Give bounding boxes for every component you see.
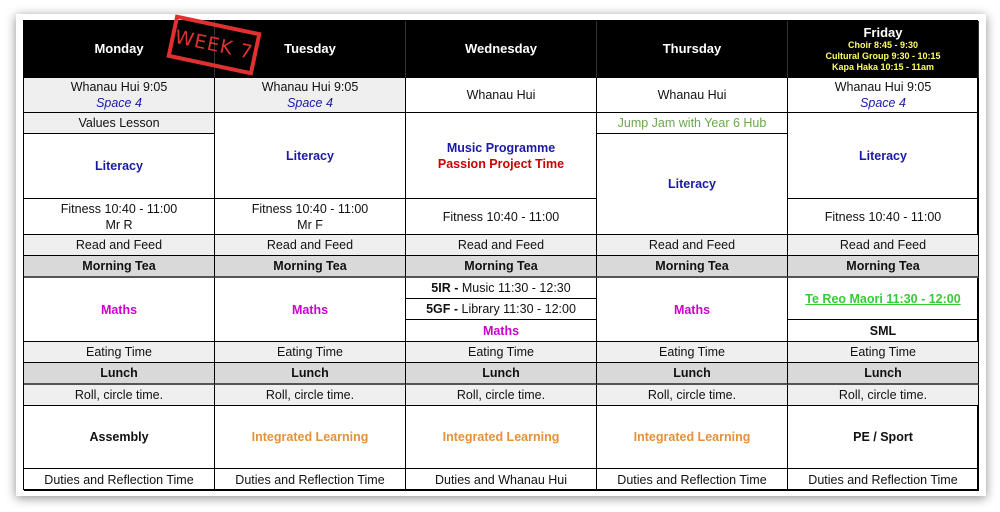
thu-duties: Duties and Reflection Time <box>597 469 788 491</box>
tue-integrated: Integrated Learning <box>215 406 406 469</box>
fri-read: Read and Feed <box>788 235 979 256</box>
fri-pe-sport: PE / Sport <box>788 406 979 469</box>
space-label: Space 4 <box>96 96 142 110</box>
wed-5gf: 5GF - Library 11:30 - 12:00 <box>406 299 597 320</box>
thu-whanau: Whanau Hui <box>597 78 788 113</box>
fri-sml: SML <box>788 320 979 342</box>
header-thursday: Thursday <box>597 21 788 78</box>
whanau-label: Whanau Hui 9:05 <box>834 80 932 94</box>
tue-eating: Eating Time <box>215 342 406 363</box>
thu-lunch: Lunch <box>597 363 788 385</box>
class-code: 5GF - <box>426 302 459 316</box>
thu-roll: Roll, circle time. <box>597 385 788 406</box>
tue-literacy: Literacy <box>215 113 406 199</box>
fri-roll: Roll, circle time. <box>788 385 979 406</box>
mon-assembly: Assembly <box>24 406 215 469</box>
mon-roll: Roll, circle time. <box>24 385 215 406</box>
class-activity: Library 11:30 - 12:00 <box>458 302 576 316</box>
fri-duties: Duties and Reflection Time <box>788 469 979 491</box>
wed-lunch: Lunch <box>406 363 597 385</box>
tue-read: Read and Feed <box>215 235 406 256</box>
choir-label: Choir 8:45 - 9:30 <box>847 40 919 50</box>
wed-fitness: Fitness 10:40 - 11:00 <box>406 199 597 235</box>
passion-label: Passion Project Time <box>437 156 565 171</box>
thu-eating: Eating Time <box>597 342 788 363</box>
fri-eating: Eating Time <box>788 342 979 363</box>
cultural-label: Cultural Group 9:30 - 10:15 <box>825 51 941 61</box>
tue-duties: Duties and Reflection Time <box>215 469 406 491</box>
timetable: Monday Whanau Hui 9:05 Space 4 Values Les… <box>23 20 979 491</box>
fri-tereo-link[interactable]: Te Reo Maori 11:30 - 12:00 <box>788 278 979 320</box>
tue-fitness: Fitness 10:40 - 11:00 Mr F <box>215 199 406 235</box>
fri-whanau: Whanau Hui 9:05 Space 4 <box>788 78 979 113</box>
music-label: Music Programme <box>446 140 556 155</box>
whanau-label: Whanau Hui 9:05 <box>70 80 168 94</box>
mon-values: Values Lesson <box>24 113 215 134</box>
space-label: Space 4 <box>860 96 906 110</box>
mon-morning-tea: Morning Tea <box>24 256 215 278</box>
mon-whanau: Whanau Hui 9:05 Space 4 <box>24 78 215 113</box>
wed-morning-tea: Morning Tea <box>406 256 597 278</box>
fitness-label: Fitness 10:40 - 11:00 <box>60 201 178 216</box>
mon-read: Read and Feed <box>24 235 215 256</box>
wed-duties: Duties and Whanau Hui <box>406 469 597 491</box>
wed-roll: Roll, circle time. <box>406 385 597 406</box>
fri-morning-tea: Morning Tea <box>788 256 979 278</box>
tue-roll: Roll, circle time. <box>215 385 406 406</box>
header-tuesday: Tuesday <box>215 21 406 78</box>
thu-read: Read and Feed <box>597 235 788 256</box>
fri-lunch: Lunch <box>788 363 979 385</box>
wed-maths: Maths <box>406 320 597 342</box>
tue-morning-tea: Morning Tea <box>215 256 406 278</box>
fitness-teacher: Mr F <box>297 217 323 232</box>
wed-read: Read and Feed <box>406 235 597 256</box>
mon-literacy: Literacy <box>24 134 215 199</box>
mon-maths: Maths <box>24 278 215 342</box>
kapahaka-label: Kapa Haka 10:15 - 11am <box>831 62 935 72</box>
thu-integrated: Integrated Learning <box>597 406 788 469</box>
thu-maths: Maths <box>597 278 788 342</box>
mon-fitness: Fitness 10:40 - 11:00 Mr R <box>24 199 215 235</box>
tue-lunch: Lunch <box>215 363 406 385</box>
class-code: 5IR - <box>431 281 459 295</box>
tue-maths: Maths <box>215 278 406 342</box>
whanau-label: Whanau Hui 9:05 <box>261 80 359 94</box>
thu-jumpjam: Jump Jam with Year 6 Hub <box>597 113 788 134</box>
wed-5ir: 5IR - Music 11:30 - 12:30 <box>406 278 597 299</box>
friday-label: Friday <box>863 25 903 40</box>
header-wednesday: Wednesday <box>406 21 597 78</box>
thu-morning-tea: Morning Tea <box>597 256 788 278</box>
wed-integrated: Integrated Learning <box>406 406 597 469</box>
tue-whanau: Whanau Hui 9:05 Space 4 <box>215 78 406 113</box>
mon-eating: Eating Time <box>24 342 215 363</box>
fitness-teacher: Mr R <box>105 217 133 232</box>
class-activity: Music 11:30 - 12:30 <box>458 281 571 295</box>
fri-literacy: Literacy <box>788 113 979 199</box>
wed-music-passion: Music Programme Passion Project Time <box>406 113 597 199</box>
mon-lunch: Lunch <box>24 363 215 385</box>
header-monday: Monday <box>24 21 215 78</box>
wed-eating: Eating Time <box>406 342 597 363</box>
fitness-label: Fitness 10:40 - 11:00 <box>251 201 369 216</box>
fri-fitness: Fitness 10:40 - 11:00 <box>788 199 979 235</box>
header-friday: Friday Choir 8:45 - 9:30 Cultural Group 9:… <box>788 21 979 78</box>
mon-duties: Duties and Reflection Time <box>24 469 215 491</box>
wed-whanau: Whanau Hui <box>406 78 597 113</box>
space-label: Space 4 <box>287 96 333 110</box>
thu-literacy: Literacy <box>597 134 788 235</box>
